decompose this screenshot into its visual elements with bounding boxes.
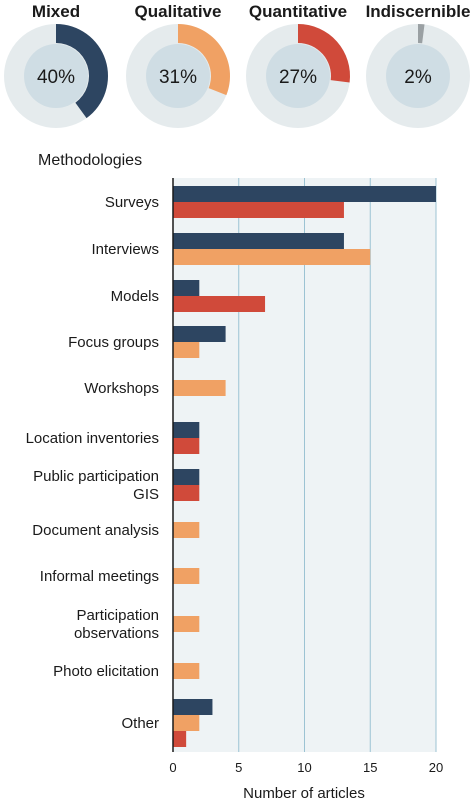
bar-quantitative [173,438,200,454]
donut-title: Mixed [32,2,80,21]
category-label: Workshops [84,380,159,397]
bar-mixed [173,422,200,438]
donut-title: Indiscernible [366,2,471,21]
x-tick-label: 15 [363,760,377,775]
donut-center [266,44,330,108]
category-label: Interviews [91,241,159,258]
category-group: Surveys [105,186,436,218]
donut-segment [298,24,351,83]
category-label: Models [111,288,159,305]
category-group: Other [121,699,213,747]
category-label: Other [121,715,159,732]
category-label: GIS [133,486,159,503]
category-label: Focus groups [68,334,159,351]
bar-mixed [173,326,226,342]
bar-qualitative [173,342,200,358]
category-group: Document analysis [32,522,200,539]
category-group: Interviews [91,233,371,265]
donut-indiscernible: Indiscernible 2% [366,2,471,128]
category-label: Participation [76,607,159,624]
x-tick-label: 20 [429,760,443,775]
bar-quantitative [173,296,266,312]
donut-percent: 40% [37,67,75,88]
chart-title: Methodologies [38,152,142,169]
donut-center [24,44,88,108]
category-group: Location inventories [26,422,200,454]
category-label: Public participation [33,468,159,485]
bar-mixed [173,233,344,249]
bar-quantitative [173,485,200,501]
donut-title: Qualitative [135,2,222,21]
category-group: Photo elicitation [53,663,200,680]
donut-qualitative: Qualitative 31% [126,2,231,128]
bar-chart: 0 5 10 15 20 Surveys Interviews Models Focus gro… [26,178,443,775]
category-group: Workshops [84,380,226,397]
bar-mixed [173,469,200,485]
bar-qualitative [173,715,200,731]
category-label: Photo elicitation [53,663,159,680]
category-group: Informal meetings [40,568,200,585]
bar-mixed [173,280,200,296]
bar-qualitative [173,616,200,632]
donut-percent: 31% [159,67,197,88]
donut-summary-row: Mixed 40% Qualitative 31% Quantitative 27% Ind… [4,2,470,128]
category-group: Focus groups [68,326,226,358]
donut-segment [418,24,425,44]
category-label: Document analysis [32,522,159,539]
x-axis-title: Number of articles [243,785,365,802]
bar-qualitative [173,249,371,265]
category-label: Surveys [105,194,159,211]
bar-qualitative [173,522,200,538]
donut-title: Quantitative [249,2,347,21]
bar-quantitative [173,202,344,218]
bar-qualitative [173,380,226,396]
donut-mixed: Mixed 40% [4,2,108,128]
category-label: Informal meetings [40,568,159,585]
x-tick-label: 0 [169,760,176,775]
bar-quantitative [173,731,187,747]
bar-qualitative [173,568,200,584]
x-tick-label: 5 [235,760,242,775]
category-label: Location inventories [26,430,159,447]
donut-center [386,44,450,108]
bar-qualitative [173,663,200,679]
donut-segment [56,24,108,119]
bar-mixed [173,699,213,715]
donut-quantitative: Quantitative 27% [246,2,351,128]
donut-percent: 27% [279,67,317,88]
bar-mixed [173,186,436,202]
category-label: observations [74,625,159,642]
donut-center [146,44,210,108]
x-tick-label: 10 [297,760,311,775]
donut-segment [178,24,231,96]
category-group: Models [111,280,266,312]
donut-percent: 2% [404,67,432,88]
